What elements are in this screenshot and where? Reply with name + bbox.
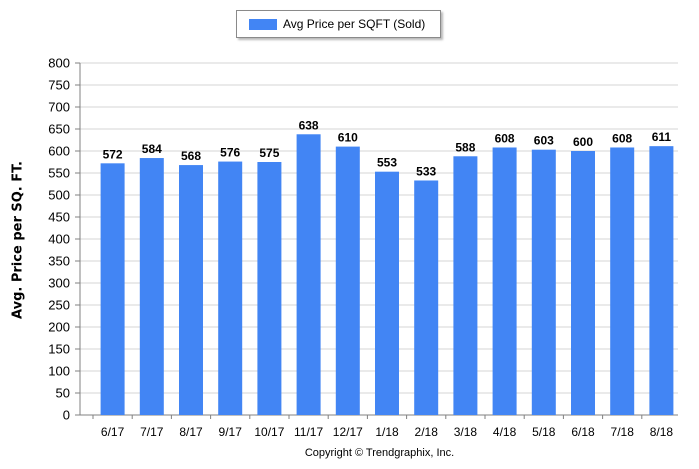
bar-value-label: 553 [377,156,397,170]
copyright-text: Copyright © Trendgraphix, Inc. [304,447,455,459]
x-tick-label: 4/18 [493,425,517,439]
x-tick-label: 6/17 [101,425,125,439]
y-tick-label: 100 [48,364,70,379]
x-tick-label: 2/18 [415,425,439,439]
y-tick-label: 700 [48,100,70,115]
x-tick-label: 10/17 [254,425,284,439]
bar-value-label: 572 [103,147,123,161]
y-tick-label: 500 [48,188,70,203]
bar-value-label: 588 [455,140,475,154]
bar-value-label: 610 [338,131,358,145]
y-tick-label: 0 [63,408,70,423]
y-tick-label: 150 [48,342,70,357]
x-tick-label: 3/18 [454,425,478,439]
y-tick-label: 550 [48,166,70,181]
bar [179,165,203,415]
y-tick-label: 650 [48,122,70,137]
bar [218,161,243,415]
y-axis-title: Avg. Price per SQ. FT. [10,161,26,319]
x-tick-label: 7/18 [611,425,635,439]
bar [296,134,321,415]
bar [100,163,125,415]
bar [257,162,282,415]
legend-label: Avg Price per SQFT (Sold) [283,17,426,31]
bar [335,146,360,415]
y-tick-label: 250 [48,298,70,313]
legend: Avg Price per SQFT (Sold) [236,10,441,38]
bar [375,171,399,415]
x-tick-label: 1/18 [375,425,399,439]
bar-value-label: 576 [220,146,240,160]
x-tick-label: 8/18 [650,425,674,439]
bar [610,147,635,416]
x-tick-label: 8/17 [179,425,203,439]
legend-swatch [249,18,277,30]
bar-value-label: 600 [573,135,593,149]
bar-value-label: 611 [652,130,672,144]
y-tick-label: 800 [48,56,70,71]
y-tick-label: 200 [48,320,70,335]
x-tick-label: 6/18 [571,425,595,439]
y-tick-label: 450 [48,210,70,225]
y-tick-label: 50 [56,386,70,401]
bar [649,146,674,415]
bar-value-label: 533 [416,164,436,178]
bar-value-label: 575 [259,146,279,160]
bar [139,158,164,416]
bar [453,156,478,415]
x-tick-label: 7/17 [140,425,164,439]
x-tick-label: 9/17 [219,425,243,439]
bar-value-label: 568 [181,149,201,163]
y-tick-label: 350 [48,254,70,269]
bar [531,149,556,415]
bar-value-label: 638 [299,118,319,132]
bar [414,180,439,415]
bar [492,147,517,416]
x-tick-label: 11/17 [294,425,323,439]
bar [571,151,595,415]
bar-value-label: 608 [495,131,515,145]
x-tick-label: 5/18 [532,425,556,439]
y-tick-label: 750 [48,78,70,93]
y-tick-label: 600 [48,144,70,159]
y-tick-label: 300 [48,276,70,291]
x-tick-label: 12/17 [333,425,363,439]
bar-value-label: 603 [534,134,554,148]
y-tick-label: 400 [48,232,70,247]
bar-value-label: 584 [142,142,162,156]
bar-value-label: 608 [612,131,632,145]
